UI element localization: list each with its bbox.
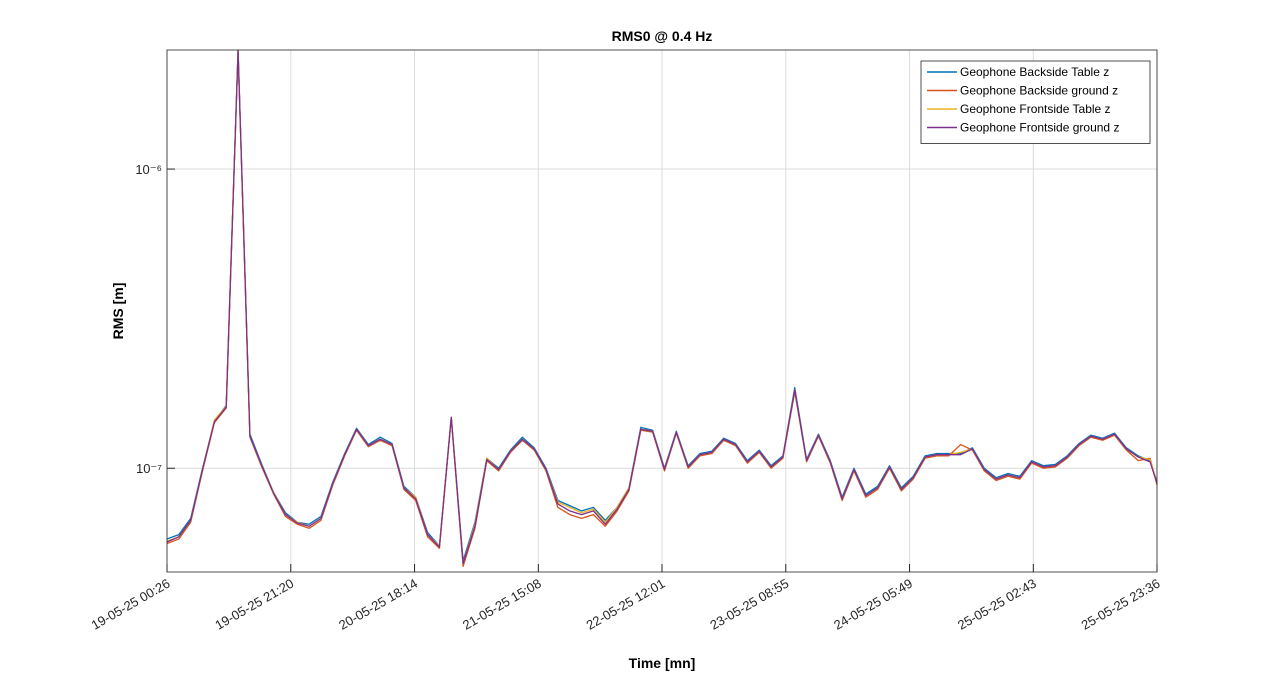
chart-title: RMS0 @ 0.4 Hz — [612, 28, 713, 44]
legend-label: Geophone Backside Table z — [960, 65, 1109, 79]
legend-label: Geophone Frontside Table z — [960, 102, 1111, 116]
x-axis-label: Time [mn] — [629, 655, 696, 671]
legend-box — [920, 60, 1151, 144]
y-tick-label: 10⁻⁷ — [136, 461, 162, 476]
legend: Geophone Backside Table z Geophone Backsi… — [920, 60, 1151, 144]
legend-label: Geophone Frontside ground z — [960, 121, 1119, 135]
legend-label: Geophone Backside ground z — [960, 84, 1118, 98]
y-tick-label: 10⁻⁶ — [135, 162, 162, 177]
series-line — [166, 49, 1158, 565]
lines — [166, 49, 1158, 567]
y-axis-label: RMS [m] — [110, 283, 126, 340]
